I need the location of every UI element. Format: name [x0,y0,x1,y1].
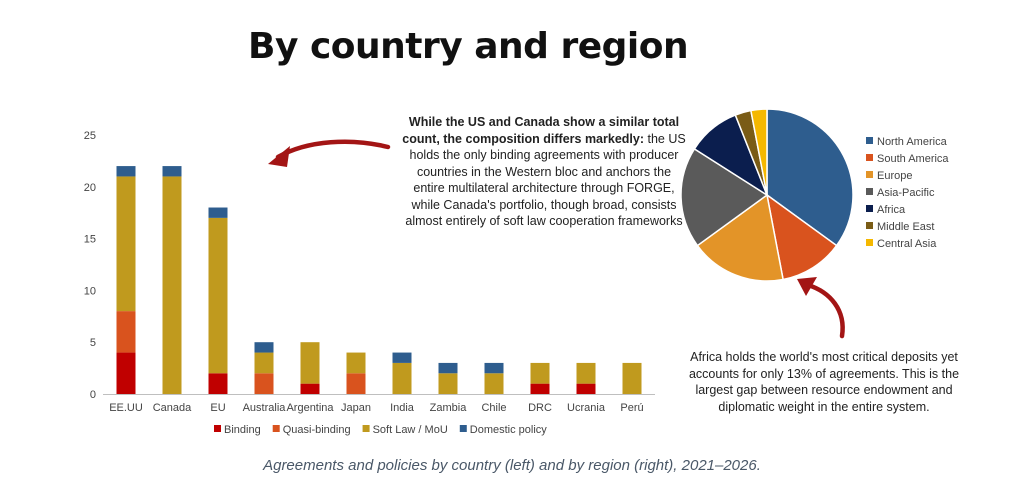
page-title: By country and region [248,26,689,67]
pie-legend-swatch-asia-pacific [866,188,873,195]
callout-arrow-left-head [268,146,290,167]
bar-canada-soft-law-mou [162,176,182,394]
bar-ucrania-soft-law-mou [576,362,596,384]
y-tick-label-5: 5 [90,337,96,349]
x-tick-label-canada: Canada [153,402,192,414]
x-tick-label-ucrania: Ucrania [567,402,606,414]
bar-per-soft-law-mou [622,362,642,394]
legend-label-quasi-binding: Quasi-binding [283,424,351,436]
bar-australia-quasi-binding [254,373,274,394]
x-tick-label-japan: Japan [341,402,371,414]
pie-legend-swatch-africa [866,205,873,212]
pie-legend-label-north-america: North America [877,136,948,148]
pie-legend-swatch-south-america [866,154,873,161]
pie-slice-north-america [766,108,854,247]
legend-label-domestic-policy: Domestic policy [470,424,548,436]
legend-swatch-quasi-binding [272,425,280,432]
bar-australia-domestic-policy [254,342,274,353]
bar-japan-soft-law-mou [346,352,366,374]
bar-eu-domestic-policy [208,207,228,218]
x-tick-label-india: India [390,402,415,414]
bar-india-soft-law-mou [392,362,412,394]
legend-label-soft-law-mou: Soft Law / MoU [373,424,448,436]
bar-argentina-binding [300,383,320,394]
pie-legend-label-africa: Africa [877,204,906,216]
pie-legend-label-europe: Europe [877,170,912,182]
bar-japan-quasi-binding [346,373,366,394]
x-tick-label-drc: DRC [528,402,552,414]
x-tick-label-zambia: Zambia [430,402,468,414]
callout-arrow-right [805,282,845,339]
figure-caption: Agreements and policies by country (left… [263,457,761,474]
bar-australia-soft-law-mou [254,352,274,374]
callout-arrow-right-head [797,277,817,296]
legend-swatch-soft-law-mou [362,425,370,432]
pie-legend-label-south-america: South America [877,153,949,165]
bar-ucrania-binding [576,383,596,394]
x-tick-label-chile: Chile [481,402,506,414]
legend-swatch-domestic-policy [459,425,467,432]
x-tick-label-eu: EU [210,402,225,414]
legend-swatch-binding [214,425,221,432]
y-tick-label-25: 25 [84,130,96,142]
bar-ee-uu-quasi-binding [116,311,136,353]
pie-legend-swatch-middle-east [866,222,873,229]
pie-slice-asia-pacific [680,147,769,247]
x-tick-label-australia: Australia [243,402,287,414]
bar-zambia-domestic-policy [438,362,458,374]
pie-slice-central-asia [750,108,768,196]
callout-us-canada-bold: While the US and Canada show a similar t… [402,115,680,146]
pie-legend-label-central-asia: Central Asia [877,238,937,250]
y-tick-label-0: 0 [90,389,96,401]
pie-legend-swatch-north-america [866,137,873,144]
pie-slice-europe [696,193,784,282]
legend-label-binding: Binding [224,424,261,436]
bar-drc-binding [530,383,550,394]
bar-eu-binding [208,373,228,394]
callout-us-canada: While the US and Canada show a similar t… [400,114,688,230]
bar-canada-domestic-policy [162,166,182,177]
bar-zambia-soft-law-mou [438,373,458,394]
callout-africa: Africa holds the world's most critical d… [688,350,960,414]
pie-slice-south-america [765,193,838,281]
pie-legend-label-middle-east: Middle East [877,221,934,233]
bar-argentina-soft-law-mou [300,342,320,384]
x-tick-label-per: Perú [620,402,643,414]
x-tick-label-argentina: Argentina [286,402,334,414]
bar-ee-uu-binding [116,352,136,394]
pie-legend-label-asia-pacific: Asia-Pacific [877,187,935,199]
bar-ee-uu-soft-law-mou [116,176,136,312]
bar-chile-soft-law-mou [484,373,504,394]
pie-legend-swatch-europe [866,171,873,178]
y-tick-label-10: 10 [84,285,96,297]
bar-chile-domestic-policy [484,362,504,374]
y-tick-label-20: 20 [84,182,96,194]
pie-legend-swatch-central-asia [866,239,873,246]
bar-ee-uu-domestic-policy [116,166,136,177]
callout-us-canada-text: the US holds the only binding agreements… [405,131,686,229]
y-tick-label-15: 15 [84,234,96,246]
x-tick-label-ee-uu: EE.UU [109,402,143,414]
bar-drc-soft-law-mou [530,362,550,384]
bar-india-domestic-policy [392,352,412,363]
bar-eu-soft-law-mou [208,217,228,374]
